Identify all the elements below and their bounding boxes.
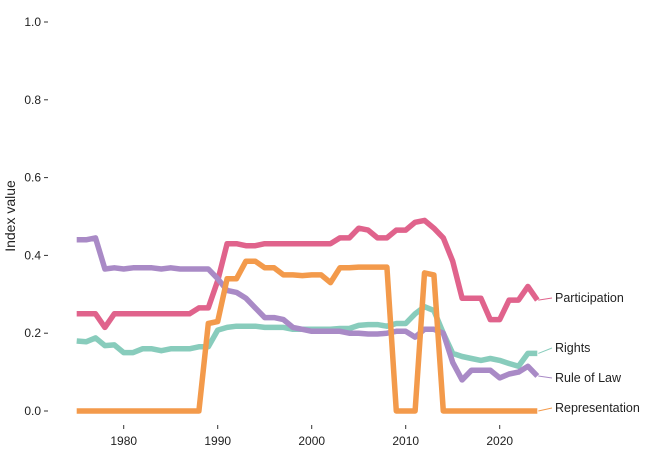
series-label-representation: Representation [555, 401, 640, 415]
y-tick-label: 0.6 [24, 171, 41, 185]
series-leader-representation [538, 407, 553, 412]
series-line-rule-of-law [76, 235, 540, 383]
series-label-rule-of-law: Rule of Law [555, 371, 622, 385]
x-tick-label: 1980 [110, 434, 137, 448]
x-tick-label: 2010 [392, 434, 419, 448]
x-axis: 1980 1990 2000 2010 2020 [110, 425, 513, 448]
series-lines [76, 217, 540, 414]
x-tick-label: 1990 [204, 434, 231, 448]
y-tick-label: 0.2 [24, 326, 41, 340]
y-axis: 0.0 0.2 0.4 0.6 0.8 1.0 [24, 15, 48, 418]
y-tick-label: 0.0 [24, 404, 41, 418]
series-label-rights: Rights [555, 341, 590, 355]
series-leader-participation [538, 297, 553, 301]
y-tick-label: 0.4 [24, 248, 41, 262]
x-tick-label: 2020 [486, 434, 513, 448]
series-line-participation [76, 217, 540, 331]
series-leader-rule-of-law [538, 375, 553, 379]
y-axis-title: Index value [2, 180, 18, 252]
y-tick-label: 1.0 [24, 15, 41, 29]
y-tick-label: 0.8 [24, 93, 41, 107]
series-line-representation [76, 258, 538, 414]
x-tick-label: 2000 [298, 434, 325, 448]
series-labels: Participation Rights Rule of Law Representa… [538, 291, 640, 415]
series-label-participation: Participation [555, 291, 624, 305]
series-leader-rights [538, 347, 553, 354]
